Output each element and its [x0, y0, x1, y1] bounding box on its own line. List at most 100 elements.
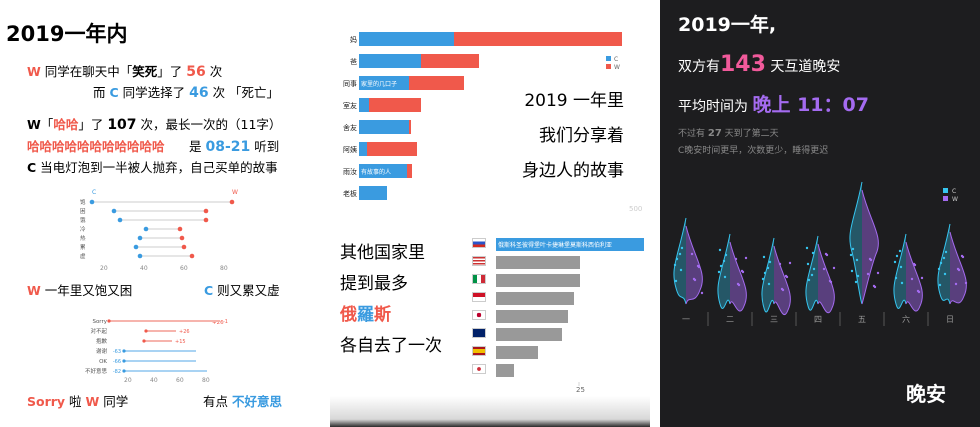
country-bar: [496, 364, 514, 377]
night-dot-c: [855, 258, 859, 262]
person-bar-w: [369, 98, 421, 112]
panel3-title: 2019一年,: [678, 14, 777, 36]
apology-chart: +26 Sorry -1 对不起 +26 抱歉 +15 谢谢 -63 OK -66 不好意思 -82 2…: [85, 319, 228, 384]
user-c: C: [109, 85, 119, 100]
feeling-dot-c: [137, 253, 143, 259]
apology-start-dot: [122, 369, 126, 373]
caption-sorry: Sorry 啦 W 同学: [27, 394, 129, 409]
violin-c: [761, 237, 775, 313]
violin-c: [673, 217, 687, 305]
apology-start-dot: [122, 359, 126, 363]
legend-swatch-w: [943, 196, 948, 201]
caption-embarrassed: 有点 不好意思: [203, 394, 282, 409]
country-bar: [496, 292, 574, 305]
feeling-label: 饱: [80, 198, 86, 206]
panel-people-stats: 妈爸同事 室友 舍友 阿姨 雨汝 老板 家里的几口子 有故事的人 C W 500 2019 一…: [330, 0, 650, 427]
night-dot-c: [768, 260, 772, 264]
violin-w: [817, 243, 835, 314]
russia-word: 俄羅斯: [340, 305, 391, 325]
night-dot-c: [894, 276, 898, 280]
korea-flag-icon: [472, 364, 486, 374]
feeling-dot-c: [89, 199, 95, 205]
country-x-tick: 25: [576, 386, 585, 394]
person-bar-w: [409, 120, 411, 134]
night-dot-c: [943, 272, 947, 276]
person-label: 爸: [350, 57, 357, 66]
night-dot-w: [690, 252, 694, 256]
night-dot-w: [964, 281, 968, 285]
stat-line-5: C 当电灯泡到一半被人抛弃，自己买单的故事: [27, 160, 278, 175]
apology-label: 不好意思: [85, 367, 108, 375]
feeling-dot-w: [203, 208, 209, 214]
night-dot-w: [916, 289, 920, 293]
person-bar-w: [421, 54, 479, 68]
svg-text:80: 80: [220, 265, 228, 272]
good-night-sign-off: 晚安: [906, 382, 946, 406]
night-dot-w: [784, 274, 788, 278]
night-dot-c: [678, 252, 682, 256]
person-bar-c: [359, 32, 454, 46]
feeling-dot-c: [133, 244, 139, 250]
svg-text:W: W: [952, 196, 958, 203]
sorry-end-value: +26: [212, 320, 224, 326]
apology-start-dot: [122, 349, 126, 353]
violin-c: [893, 233, 907, 309]
person-bar-c: [359, 142, 367, 156]
svg-text:20: 20: [100, 265, 108, 272]
bar-annotation: 有故事的人: [361, 168, 391, 176]
violin-chart: C W 一 二 三 四 五 六 日: [673, 181, 968, 326]
violin-c: [849, 181, 863, 305]
feeling-dot-w: [189, 253, 195, 259]
violin-w: [905, 241, 923, 312]
note-next-day: 不过有 27 天到了第二天: [678, 128, 779, 139]
night-dot-c: [856, 274, 860, 278]
night-dot-w: [692, 277, 696, 281]
legend-swatch-w: [606, 64, 611, 69]
russia-bar-label: 俄斯科圣彼得堡叶卡捷琳堡莫斯科西伯利亚: [498, 241, 612, 249]
night-dot-c: [806, 262, 810, 266]
svg-text:60: 60: [176, 377, 184, 384]
country-bar: [496, 238, 644, 251]
weekday-label: 六: [902, 314, 910, 324]
night-dot-c: [680, 246, 684, 250]
night-dot-c: [944, 250, 948, 254]
weekday-label: 四: [814, 315, 822, 324]
apology-start-dot: [142, 339, 146, 343]
night-dot-w: [872, 284, 876, 288]
night-dot-c: [805, 246, 809, 250]
person-bar-c: [359, 120, 409, 134]
night-dot-w: [920, 276, 924, 280]
japan-flag-icon: [472, 310, 486, 320]
weekday-label: 日: [946, 315, 954, 324]
svg-text:80: 80: [202, 377, 210, 384]
country-bar-chart: 俄斯科圣彼得堡叶卡捷琳堡莫斯科西伯利亚 25: [496, 238, 644, 394]
feeling-dot-c: [143, 226, 149, 232]
person-bar-c: [359, 76, 409, 90]
x-tick: 500: [629, 205, 642, 213]
person-bar-w: [454, 32, 622, 46]
night-dot-w: [868, 257, 872, 261]
night-dot-w: [876, 271, 880, 275]
night-dot-c: [812, 267, 816, 271]
apology-value: -82: [113, 369, 121, 375]
person-bar-c: [359, 164, 407, 178]
feeling-label: 虚: [80, 252, 86, 260]
night-dot-c: [938, 283, 942, 287]
singapore-flag-icon: [472, 292, 486, 302]
night-dot-c: [899, 265, 903, 269]
stat-line-3: W「哈哈」了 107 次，最长一次的（11字）: [27, 117, 282, 133]
night-dot-w: [910, 277, 914, 281]
country-bar: [496, 328, 562, 341]
night-dot-c: [717, 270, 721, 274]
feeling-dot-w: [203, 217, 209, 223]
night-dot-c: [898, 249, 902, 253]
night-dot-c: [937, 267, 941, 271]
night-dot-w: [828, 279, 832, 283]
person-bar-w: [407, 164, 412, 178]
caption-w-feelings: W 一年里又饱又困: [27, 283, 133, 298]
night-dot-w: [912, 262, 916, 266]
country-bar: [496, 256, 580, 269]
night-dot-w: [822, 267, 826, 271]
night-dot-w: [866, 272, 870, 276]
night-dot-c: [724, 253, 728, 257]
